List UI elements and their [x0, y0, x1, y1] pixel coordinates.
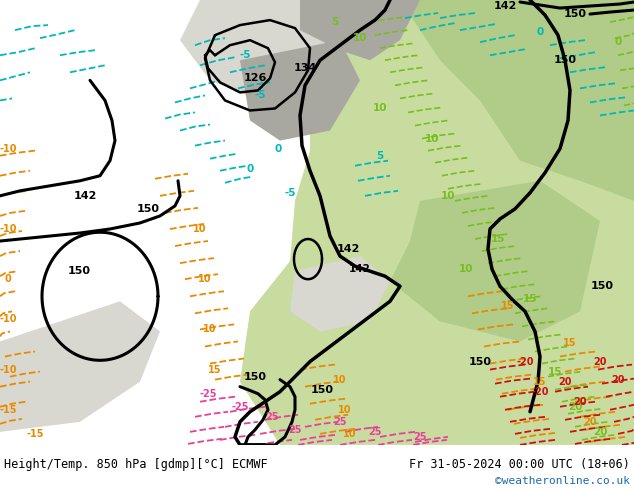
Text: 10: 10	[339, 405, 352, 415]
Text: 25: 25	[288, 425, 302, 435]
Text: 10: 10	[425, 134, 439, 144]
Text: 20: 20	[568, 402, 582, 412]
Text: 25: 25	[265, 412, 279, 422]
Text: Fr 31-05-2024 00:00 UTC (18+06): Fr 31-05-2024 00:00 UTC (18+06)	[409, 458, 630, 471]
Text: 5: 5	[332, 17, 339, 27]
Text: 150: 150	[590, 281, 614, 291]
Text: 15: 15	[548, 367, 562, 377]
Text: 0: 0	[614, 37, 621, 47]
Text: 150: 150	[311, 385, 333, 394]
Text: -10: -10	[0, 224, 16, 234]
Text: 15: 15	[523, 294, 537, 304]
Text: -10: -10	[0, 144, 16, 154]
Text: 25: 25	[413, 432, 427, 442]
Text: 20: 20	[583, 417, 597, 427]
Text: 25: 25	[368, 427, 382, 437]
Polygon shape	[390, 181, 600, 342]
Polygon shape	[290, 256, 390, 331]
Text: 10: 10	[343, 429, 357, 439]
Text: 150: 150	[469, 357, 491, 367]
Text: Height/Temp. 850 hPa [gdmp][°C] ECMWF: Height/Temp. 850 hPa [gdmp][°C] ECMWF	[4, 458, 268, 471]
Text: 10: 10	[459, 264, 473, 274]
Text: 0: 0	[536, 27, 543, 37]
Text: -25: -25	[231, 402, 249, 412]
Text: -5: -5	[254, 91, 266, 100]
Text: 10: 10	[198, 274, 212, 284]
Text: 142: 142	[336, 244, 359, 254]
Text: 142: 142	[493, 1, 517, 11]
Text: 150: 150	[243, 371, 266, 382]
Text: 15: 15	[563, 339, 577, 348]
Text: -10: -10	[0, 365, 16, 374]
Text: 126: 126	[243, 74, 267, 83]
Text: 15: 15	[501, 301, 515, 311]
Text: 10: 10	[441, 191, 455, 201]
Text: -15: -15	[0, 405, 16, 415]
Text: 20: 20	[573, 397, 586, 407]
Text: 142: 142	[74, 191, 97, 201]
Text: -20: -20	[531, 387, 549, 397]
Text: 10: 10	[373, 103, 387, 114]
Text: 20: 20	[559, 377, 572, 387]
Text: 134: 134	[294, 63, 316, 74]
Text: 150: 150	[553, 55, 576, 65]
Text: 142: 142	[349, 264, 371, 274]
Text: 15: 15	[491, 234, 505, 244]
Text: 20: 20	[611, 375, 624, 385]
Polygon shape	[400, 0, 634, 201]
Text: 20: 20	[593, 357, 607, 367]
Polygon shape	[180, 0, 340, 121]
Polygon shape	[240, 40, 360, 141]
Text: 10: 10	[353, 33, 367, 43]
Text: 10: 10	[204, 324, 217, 334]
Text: ©weatheronline.co.uk: ©weatheronline.co.uk	[495, 476, 630, 486]
Polygon shape	[300, 0, 420, 60]
Text: 150: 150	[67, 266, 91, 276]
Polygon shape	[240, 0, 634, 445]
Text: 10: 10	[333, 375, 347, 385]
Text: -10: -10	[0, 315, 16, 324]
Text: -20: -20	[516, 357, 534, 367]
Text: 0: 0	[4, 274, 11, 284]
Text: 5: 5	[377, 150, 384, 161]
Text: 0: 0	[247, 164, 254, 174]
Polygon shape	[0, 301, 160, 432]
Text: -15: -15	[26, 429, 44, 439]
Text: 10: 10	[193, 224, 207, 234]
Text: -25: -25	[199, 389, 217, 399]
Text: 15: 15	[208, 365, 222, 374]
Text: 150: 150	[136, 204, 160, 214]
Text: 15: 15	[533, 377, 547, 387]
Text: 0: 0	[275, 144, 281, 154]
Text: 25: 25	[333, 417, 347, 427]
Text: 20: 20	[593, 427, 607, 437]
Text: -5: -5	[239, 50, 251, 60]
Text: 150: 150	[564, 9, 586, 19]
Text: -5: -5	[284, 188, 295, 198]
